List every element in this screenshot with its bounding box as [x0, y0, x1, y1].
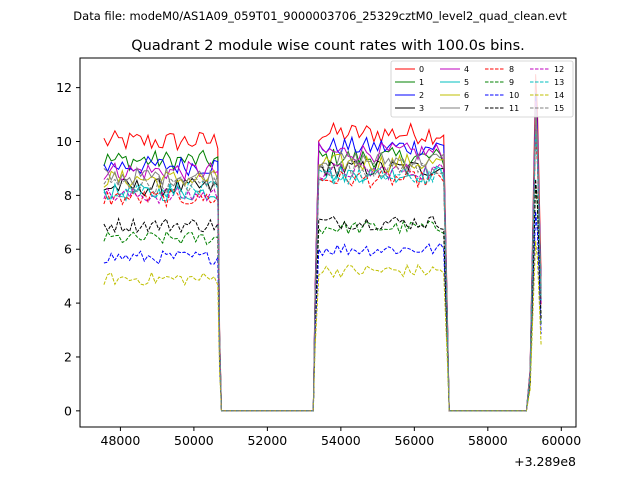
legend-label-7: 7	[464, 104, 469, 113]
y-tick-label: 2	[64, 349, 72, 364]
legend-label-4: 4	[464, 65, 469, 74]
series-line-8	[103, 136, 542, 412]
x-axis: 48000 50000 52000 54000 56000 58000 60000	[101, 427, 581, 448]
x-tick-label: 56000	[394, 433, 434, 448]
data-file-label: Data file: modeM0/AS1A09_059T01_90000037…	[73, 9, 567, 23]
legend-label-11: 11	[509, 104, 519, 113]
x-tick-label: 58000	[468, 433, 508, 448]
y-tick-label: 4	[64, 296, 72, 311]
series-line-13	[103, 130, 542, 412]
x-axis-offset-label: +3.289e8	[514, 454, 576, 469]
y-tick-label: 6	[64, 242, 72, 257]
series-line-10	[103, 211, 542, 412]
legend-label-13: 13	[554, 78, 564, 87]
y-tick-label: 12	[56, 80, 72, 95]
y-tick-label: 0	[64, 403, 72, 418]
series-lines	[103, 74, 542, 412]
series-line-15	[103, 122, 542, 412]
x-tick-label: 54000	[321, 433, 361, 448]
x-tick-label: 50000	[174, 433, 214, 448]
y-tick-label: 10	[56, 134, 72, 149]
legend-label-8: 8	[509, 65, 514, 74]
legend-box	[390, 60, 574, 118]
x-tick-label: 60000	[541, 433, 581, 448]
legend-label-1: 1	[419, 78, 424, 87]
y-axis: 0 2 4 6 8 10 12	[56, 80, 80, 418]
legend-label-3: 3	[419, 104, 424, 113]
legend-label-10: 10	[509, 91, 519, 100]
plot-area: 48000 50000 52000 54000 56000 58000 60000 0 2 4 6…	[56, 57, 581, 469]
legend-label-9: 9	[509, 78, 514, 87]
series-line-2	[103, 92, 542, 412]
legend-label-14: 14	[554, 91, 564, 100]
legend-label-0: 0	[419, 65, 424, 74]
axes-frame	[79, 57, 577, 428]
legend-label-6: 6	[464, 91, 469, 100]
legend-label-2: 2	[419, 91, 424, 100]
series-line-11	[103, 179, 542, 412]
x-tick-label: 48000	[101, 433, 141, 448]
legend-label-5: 5	[464, 78, 469, 87]
series-line-0	[103, 74, 542, 412]
legend-label-15: 15	[554, 104, 564, 113]
legend-label-12: 12	[554, 65, 564, 74]
series-line-14	[103, 241, 542, 412]
y-tick-label: 8	[64, 188, 72, 203]
chart-title: Quadrant 2 module wise count rates with …	[131, 38, 525, 54]
x-tick-label: 52000	[247, 433, 287, 448]
series-line-4	[103, 101, 542, 412]
